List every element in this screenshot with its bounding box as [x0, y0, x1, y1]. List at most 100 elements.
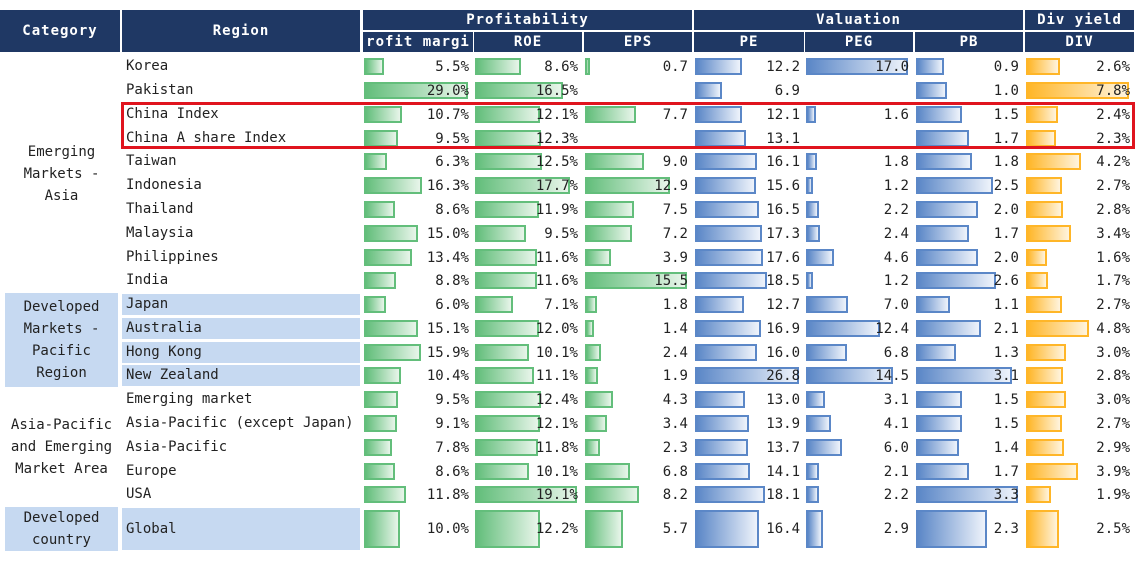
data-bar: [806, 510, 823, 548]
data-cell: 2.1: [805, 461, 913, 482]
data-cell: 3.0%: [1025, 389, 1134, 410]
data-cell: 1.7: [915, 461, 1023, 482]
data-bar: [806, 344, 847, 361]
data-cell: 1.7%: [1025, 270, 1134, 291]
data-label: 12.1: [766, 106, 800, 123]
data-label: 11.8%: [426, 486, 469, 503]
data-label: 2.2: [883, 201, 909, 218]
data-cell: 12.1: [694, 104, 804, 125]
data-bar: [364, 82, 468, 99]
data-cell: 7.8%: [1025, 80, 1134, 101]
data-label: 12.1%: [535, 415, 578, 432]
region-label: China Index: [126, 106, 219, 122]
data-bar: [364, 177, 422, 194]
data-cell: 2.4%: [1025, 104, 1134, 125]
data-label: 2.8%: [1096, 201, 1130, 218]
data-bar: [475, 249, 537, 266]
data-cell: 3.9: [584, 247, 692, 268]
data-label: 11.6%: [535, 272, 578, 289]
data-cell: 2.6: [915, 270, 1023, 291]
data-bar: [695, 106, 742, 123]
region-label: Hong Kong: [122, 342, 360, 363]
data-bar: [806, 296, 848, 313]
data-label: 4.1: [883, 415, 909, 432]
data-bar: [916, 106, 962, 123]
data-cell: 6.0: [805, 437, 913, 458]
data-bar: [475, 82, 563, 99]
data-label: 13.0: [766, 391, 800, 408]
data-bar: [364, 58, 384, 75]
data-cell: 15.6: [694, 175, 804, 196]
data-label: 6.3%: [435, 153, 469, 170]
data-bar: [695, 391, 745, 408]
data-label: 10.1%: [535, 463, 578, 480]
data-label: 14.5: [875, 367, 909, 384]
data-bar: [916, 130, 969, 147]
data-cell: 11.8%: [474, 437, 582, 458]
data-label: 2.9%: [1096, 439, 1130, 456]
data-cell: 2.9%: [1025, 437, 1134, 458]
data-bar: [585, 486, 639, 503]
data-label: 12.3%: [535, 130, 578, 147]
data-label: 16.1: [766, 153, 800, 170]
data-bar: [806, 486, 819, 503]
data-cell: 2.0: [915, 247, 1023, 268]
data-cell: 1.9: [584, 365, 692, 386]
data-cell: 13.1: [694, 128, 804, 149]
data-cell: 16.1: [694, 151, 804, 172]
data-cell: 16.5%: [474, 80, 582, 101]
data-cell: 7.8%: [363, 437, 473, 458]
data-label: 3.4%: [1096, 225, 1130, 242]
column-header: PB: [915, 32, 1023, 52]
data-cell: 12.5%: [474, 151, 582, 172]
data-label: 1.5: [993, 391, 1019, 408]
data-cell: 1.6%: [1025, 247, 1134, 268]
data-label: 12.2%: [535, 521, 578, 537]
data-label: 6.8: [662, 463, 688, 480]
data-bar: [1026, 58, 1060, 75]
data-cell: 9.5%: [474, 223, 582, 244]
data-bar: [806, 320, 880, 337]
data-cell: 12.3%: [474, 128, 582, 149]
data-cell: 8.8%: [363, 270, 473, 291]
data-label: 18.1: [766, 486, 800, 503]
data-label: 15.1%: [426, 320, 469, 337]
data-cell: 10.1%: [474, 461, 582, 482]
data-cell: 3.4%: [1025, 223, 1134, 244]
data-bar: [585, 344, 601, 361]
data-label: 13.4%: [426, 249, 469, 266]
region-label: Korea: [126, 58, 169, 74]
data-cell: 15.1%: [363, 318, 473, 339]
data-label: 16.9: [766, 320, 800, 337]
data-label: 12.9: [654, 177, 688, 194]
data-cell: 2.5: [915, 175, 1023, 196]
data-label: 11.6%: [535, 249, 578, 266]
data-bar: [364, 463, 395, 480]
region-label: Malaysia: [126, 225, 194, 241]
column-header: PEG: [805, 32, 913, 52]
category-cell: Emerging Markets - Asia: [23, 143, 100, 204]
column-header: DIV: [1025, 32, 1134, 52]
data-cell: 17.6: [694, 247, 804, 268]
data-cell: [805, 128, 913, 149]
data-bar: [916, 391, 962, 408]
data-label: 12.4: [875, 320, 909, 337]
data-bar: [585, 296, 597, 313]
region-label: Taiwan: [126, 153, 177, 169]
data-bar: [806, 153, 817, 170]
data-cell: 12.0%: [474, 318, 582, 339]
data-label: 1.4: [993, 439, 1019, 456]
data-label: 26.8: [766, 367, 800, 384]
data-label: 1.7: [993, 225, 1019, 242]
data-label: 10.4%: [426, 367, 469, 384]
data-bar: [1026, 344, 1066, 361]
data-cell: 2.3%: [1025, 128, 1134, 149]
data-label: 2.9: [883, 521, 909, 537]
data-cell: 10.7%: [363, 104, 473, 125]
data-bar: [916, 177, 993, 194]
data-bar: [916, 58, 944, 75]
data-cell: 8.6%: [363, 461, 473, 482]
region-label: Australia: [122, 318, 360, 339]
data-bar: [916, 510, 987, 548]
